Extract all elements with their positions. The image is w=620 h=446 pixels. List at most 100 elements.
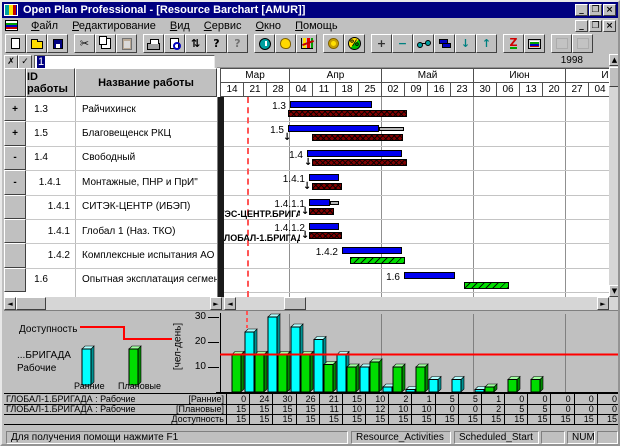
baseline-bar[interactable]: [312, 183, 342, 191]
mdi-restore-button[interactable]: ❐: [589, 19, 602, 32]
time-analysis-button[interactable]: [254, 34, 275, 53]
title-bar[interactable]: Open Plan Professional - [Resource Barch…: [2, 2, 618, 18]
row-selector[interactable]: -: [4, 145, 26, 171]
cost-chart-button[interactable]: [296, 34, 317, 53]
copy-button[interactable]: [95, 34, 116, 53]
table-header-name[interactable]: Название работы: [75, 68, 217, 97]
menu-вид[interactable]: Вид: [169, 19, 190, 32]
table-header-selector[interactable]: [4, 68, 26, 97]
scheduled-start-arrow-icon: ↓: [301, 205, 310, 217]
value-cell: 15: [388, 414, 411, 424]
scheduled-bar[interactable]: [464, 281, 509, 289]
move-down-button[interactable]: ↓: [455, 34, 476, 53]
delete-activity-button[interactable]: −: [392, 34, 413, 53]
baseline-bar[interactable]: [312, 134, 403, 142]
table-hscroll-thumb[interactable]: [16, 297, 46, 310]
time-analysis-icon: [258, 37, 271, 50]
early-bar[interactable]: [404, 271, 455, 279]
context-help-button[interactable]: ?: [227, 34, 248, 53]
print-preview-button[interactable]: [164, 34, 185, 53]
menu-сервис[interactable]: Сервис: [203, 19, 242, 32]
close-button[interactable]: ×: [603, 4, 616, 16]
new-button[interactable]: [5, 34, 26, 53]
value-cell: 12: [365, 404, 388, 414]
early-bar[interactable]: [309, 223, 339, 230]
gantt-hscrollbar[interactable]: ◄ ►: [224, 297, 609, 310]
paste-button[interactable]: [116, 34, 137, 53]
baseline-bar[interactable]: [288, 110, 407, 117]
budget-coin-button[interactable]: [323, 34, 344, 53]
scheduled-bar[interactable]: [350, 257, 405, 265]
table-hscrollbar[interactable]: ◄ ►: [4, 297, 222, 310]
table-header-id[interactable]: ID работы: [26, 68, 75, 97]
baseline-bar[interactable]: [312, 158, 407, 166]
row-selector[interactable]: +: [4, 121, 26, 146]
extra-1-button[interactable]: [551, 34, 572, 53]
value-cell: 15: [573, 414, 597, 424]
sort-button[interactable]: ⇅: [185, 34, 206, 53]
add-activity-button[interactable]: +: [371, 34, 392, 53]
early-bar[interactable]: [309, 198, 330, 206]
move-up-button[interactable]: ↑: [476, 34, 497, 53]
row-selector[interactable]: [4, 243, 26, 268]
activity-id: 1.6: [34, 274, 48, 286]
early-bar[interactable]: [307, 149, 402, 157]
row-separator: [217, 243, 609, 244]
timescale-week: 18: [335, 82, 359, 97]
gantt-hscroll-left-arrow-icon[interactable]: ◄: [224, 297, 236, 310]
timescale-header[interactable]: МарАпрМайИюнИюл1421280411182502091623300…: [217, 68, 609, 97]
table-hscroll-right-arrow-icon[interactable]: ►: [210, 297, 222, 310]
menu-bar: Файл Редактирование Вид Сервис Окно Помощь _ …: [2, 18, 618, 33]
restore-button[interactable]: ❐: [589, 4, 602, 16]
help-button[interactable]: ?: [206, 34, 227, 53]
print-button[interactable]: [143, 34, 164, 53]
vscroll-thumb[interactable]: [609, 67, 618, 87]
save-button[interactable]: [47, 34, 68, 53]
app-icon[interactable]: [4, 4, 18, 16]
row-selector[interactable]: [4, 219, 26, 244]
row-separator: [217, 219, 609, 220]
menu-файл[interactable]: Файл: [31, 19, 59, 32]
extra-2-button[interactable]: [572, 34, 593, 53]
early-bar[interactable]: [309, 174, 339, 182]
gantt-chart[interactable]: 1.31.5↓1.4↓1.4.1↓1.4.1.1ТЭС-ЦЕНТР.БРИГАД…: [217, 97, 609, 297]
baseline-bar[interactable]: [309, 207, 334, 215]
menu-помощь[interactable]: Помощь: [295, 19, 338, 32]
minimize-button[interactable]: _: [575, 4, 588, 16]
gantt-hscroll-right-arrow-icon[interactable]: ►: [597, 297, 609, 310]
baseline-bar[interactable]: [309, 232, 342, 239]
vscroll-down-arrow-icon[interactable]: ▼: [609, 285, 618, 297]
gantt-hscroll-thumb[interactable]: [284, 297, 306, 310]
early-bar[interactable]: [288, 125, 379, 133]
gantt-vscrollbar[interactable]: ▲ ▼: [609, 54, 618, 310]
resource-tool-button[interactable]: [275, 34, 296, 53]
menu-редактирование[interactable]: Редактирование: [72, 19, 156, 32]
sort-z-button[interactable]: Z: [503, 34, 524, 53]
early-bar[interactable]: [342, 247, 402, 255]
bar-pair-button[interactable]: [434, 34, 455, 53]
edit-accept-button[interactable]: ✓: [18, 55, 32, 69]
row-selector[interactable]: [4, 267, 26, 293]
row-selector[interactable]: -: [4, 170, 26, 195]
table-hscroll-left-arrow-icon[interactable]: ◄: [4, 297, 16, 310]
pane-splitter[interactable]: [217, 97, 224, 297]
open-button[interactable]: [26, 34, 47, 53]
menu-окно[interactable]: Окно: [255, 19, 282, 32]
mdi-close-button[interactable]: ×: [603, 19, 616, 32]
mdi-child-icon[interactable]: [5, 20, 18, 31]
value-cell: 15: [365, 414, 388, 424]
percent-complete-button[interactable]: %: [344, 34, 365, 53]
cut-button[interactable]: ✂: [74, 34, 95, 53]
value-cell: 11: [318, 404, 342, 414]
edit-cancel-button[interactable]: ✗: [4, 55, 18, 69]
views-screen-button[interactable]: [524, 34, 545, 53]
edit-input[interactable]: 1: [34, 55, 215, 69]
row-selector[interactable]: +: [4, 97, 26, 122]
value-cell: 15: [295, 404, 319, 414]
row-selector[interactable]: [4, 194, 26, 219]
mdi-minimize-button[interactable]: _: [575, 19, 588, 32]
value-cell: 15: [295, 414, 319, 424]
vscroll-up-arrow-icon[interactable]: ▲: [609, 54, 618, 66]
early-bar[interactable]: [290, 101, 372, 108]
link-activities-button[interactable]: [413, 34, 434, 53]
